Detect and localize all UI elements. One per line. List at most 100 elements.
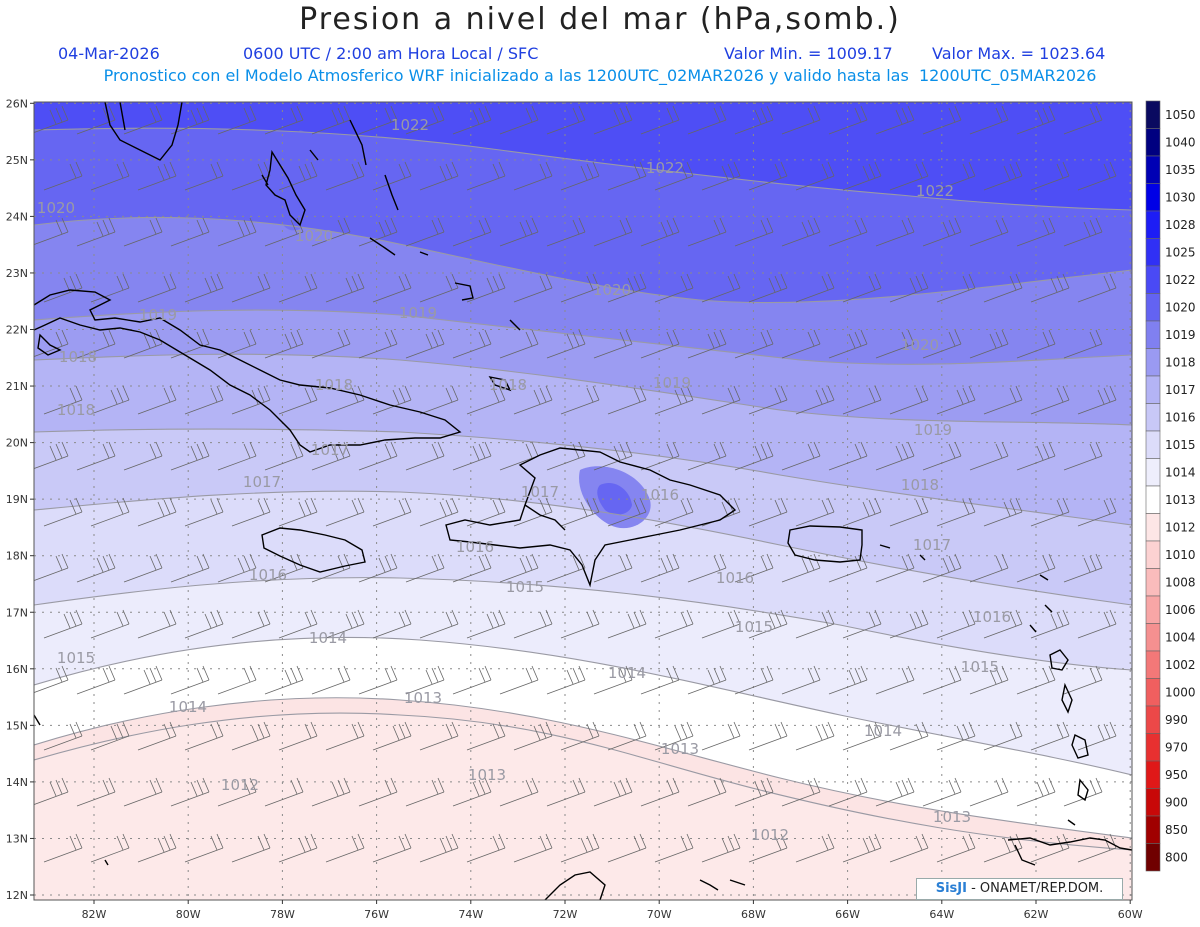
legend-level: 1030 [1165,190,1196,204]
wind-barb [795,833,835,863]
sisji-logo: SisJI [935,881,967,896]
wind-barb [1077,385,1117,415]
wind-barb [419,273,459,303]
wind-barb [264,777,304,807]
legend-swatch [1145,348,1161,377]
wind-barb [34,105,69,133]
wind-barb [640,665,680,695]
wind-barb [217,441,257,471]
legend-level: 950 [1165,768,1188,782]
isobar-label: 1016 [456,538,494,556]
lat-label: 17N [6,606,28,619]
wind-barb [1016,217,1056,247]
wind-barb [34,441,69,469]
wind-barb [640,777,680,807]
wind-barb [217,777,257,807]
wind-barb [419,721,459,751]
wind-barb [137,161,177,191]
wind-barb [452,441,492,471]
isobar-label: 1017 [521,483,559,501]
wind-barb [546,665,586,695]
wind-barb [875,665,915,695]
wind-barb [372,497,412,527]
wind-barb [325,609,365,639]
isobar-label: 1016 [641,486,679,504]
wind-barb [889,833,929,863]
wind-barb [983,833,1023,863]
wind-barb [734,105,774,135]
wind-barb [452,553,492,583]
wind-barb [687,105,727,135]
wind-barb [936,721,976,751]
wind-barb [607,273,647,303]
wind-barb [922,441,962,471]
wind-barb [358,665,398,695]
lat-label: 15N [6,719,28,732]
wind-barb [231,385,271,415]
lon-label: 78W [270,908,295,921]
wind-barb [828,329,868,359]
wind-barb [889,273,929,303]
lon-label: 60W [1118,908,1143,921]
isobar-label: 1022 [646,159,684,177]
wind-barb [231,497,271,527]
wind-barb [875,105,915,135]
wind-barb [560,161,600,191]
wind-barb [278,497,318,527]
wind-barb [654,721,694,751]
wind-barb [1030,273,1070,303]
wind-barb [546,553,586,583]
wind-barb [560,385,600,415]
isobar-label: 1018 [901,476,939,494]
wind-barb [795,497,835,527]
lon-label: 80W [176,908,201,921]
legend-level: 1040 [1165,135,1196,149]
wind-barb [325,273,365,303]
lat-label: 21N [6,380,28,393]
legend-level: 900 [1165,795,1188,809]
legend-level: 1006 [1165,603,1196,617]
wind-barb [123,105,163,135]
wind-barb [499,105,539,135]
isobar-label: 1022 [391,116,429,134]
wind-barb [560,497,600,527]
wind-barb [1030,721,1070,751]
lon-label: 70W [647,908,672,921]
lat-label: 22N [6,324,28,337]
legend-swatch [1145,155,1161,184]
wind-barb [170,553,210,583]
legend-swatch [1145,320,1161,349]
wind-barb [795,273,835,303]
wind-barb [184,497,224,527]
lat-label: 18N [6,550,28,563]
wind-barb [1063,329,1103,359]
wind-barb [875,217,915,247]
lon-label: 62W [1024,908,1049,921]
wind-barb [922,553,962,583]
wind-barb [593,665,633,695]
wind-barb [34,553,69,581]
wind-barb [701,609,741,639]
wind-barb [781,217,821,247]
wind-barb [560,273,600,303]
wind-barb [43,497,83,527]
legend-swatch [1145,540,1161,569]
wind-barb [43,609,83,639]
wind-barb [311,665,351,695]
wind-barb [546,777,586,807]
wind-barb [1063,441,1103,471]
wind-barb [781,777,821,807]
lat-label: 23N [6,267,28,280]
wind-barb [123,217,163,247]
wind-barb [372,161,412,191]
wind-barb [748,273,788,303]
lon-label: 74W [458,908,483,921]
wind-barb [687,441,727,471]
wind-barb [983,385,1023,415]
wind-barb [889,721,929,751]
wind-barb [264,105,304,135]
wind-barb [748,161,788,191]
min-value: Valor Min. = 1009.17 [724,44,893,63]
wind-barb [358,105,398,135]
wind-barb [607,161,647,191]
